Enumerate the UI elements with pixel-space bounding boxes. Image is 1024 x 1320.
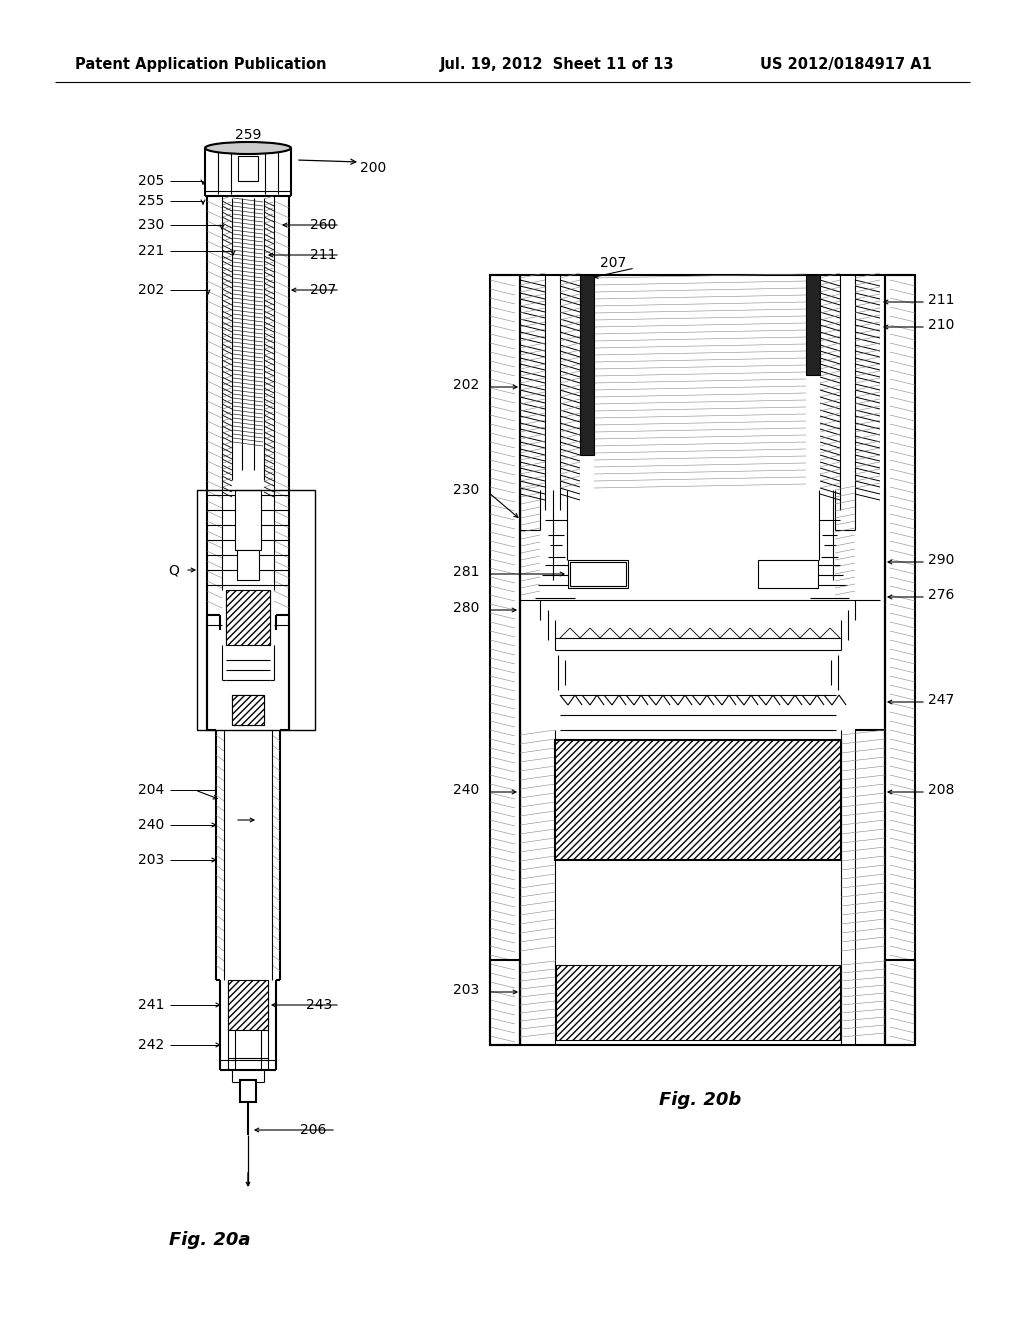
Text: 206: 206 — [300, 1123, 327, 1137]
Bar — [238, 156, 258, 181]
Text: 207: 207 — [600, 256, 627, 271]
Text: 243: 243 — [306, 998, 332, 1012]
Text: 230: 230 — [138, 218, 164, 232]
Text: 247: 247 — [928, 693, 954, 708]
Bar — [226, 590, 270, 645]
Text: 200: 200 — [360, 161, 386, 176]
Bar — [232, 696, 264, 725]
Text: 202: 202 — [138, 282, 164, 297]
Text: 210: 210 — [928, 318, 954, 333]
Bar — [197, 490, 315, 730]
Bar — [570, 562, 626, 586]
Bar — [568, 560, 628, 587]
Text: 203: 203 — [453, 983, 479, 997]
Text: 260: 260 — [310, 218, 336, 232]
Text: Fig. 20b: Fig. 20b — [658, 1092, 741, 1109]
Text: US 2012/0184917 A1: US 2012/0184917 A1 — [760, 58, 932, 73]
Text: 204: 204 — [138, 783, 164, 797]
Text: 281: 281 — [453, 565, 479, 579]
Text: 202: 202 — [453, 378, 479, 392]
Text: 208: 208 — [928, 783, 954, 797]
Text: 255: 255 — [138, 194, 164, 209]
Text: 240: 240 — [453, 783, 479, 797]
Text: 205: 205 — [138, 174, 164, 187]
Text: 280: 280 — [453, 601, 479, 615]
Text: 221: 221 — [138, 244, 165, 257]
Text: 230: 230 — [453, 483, 479, 498]
Bar — [806, 275, 820, 375]
Text: Patent Application Publication: Patent Application Publication — [75, 58, 327, 73]
Ellipse shape — [205, 143, 291, 154]
Text: 240: 240 — [138, 818, 164, 832]
Text: 241: 241 — [138, 998, 165, 1012]
Bar — [490, 275, 520, 1045]
Bar — [555, 741, 841, 861]
Text: 203: 203 — [138, 853, 164, 867]
Text: 242: 242 — [138, 1038, 164, 1052]
Bar — [237, 550, 259, 579]
Bar — [556, 965, 840, 1040]
Text: Jul. 19, 2012  Sheet 11 of 13: Jul. 19, 2012 Sheet 11 of 13 — [440, 58, 675, 73]
Text: 211: 211 — [928, 293, 954, 308]
Bar — [885, 275, 915, 1045]
Bar — [580, 275, 594, 455]
Text: Q: Q — [168, 564, 179, 577]
Bar — [758, 560, 818, 587]
Bar — [228, 979, 268, 1030]
Text: 276: 276 — [928, 587, 954, 602]
Text: 211: 211 — [310, 248, 337, 261]
Bar — [234, 490, 261, 550]
Text: Fig. 20a: Fig. 20a — [169, 1232, 251, 1249]
Text: 290: 290 — [928, 553, 954, 568]
Bar — [240, 1080, 256, 1102]
Text: 259: 259 — [234, 128, 261, 143]
Text: 207: 207 — [310, 282, 336, 297]
